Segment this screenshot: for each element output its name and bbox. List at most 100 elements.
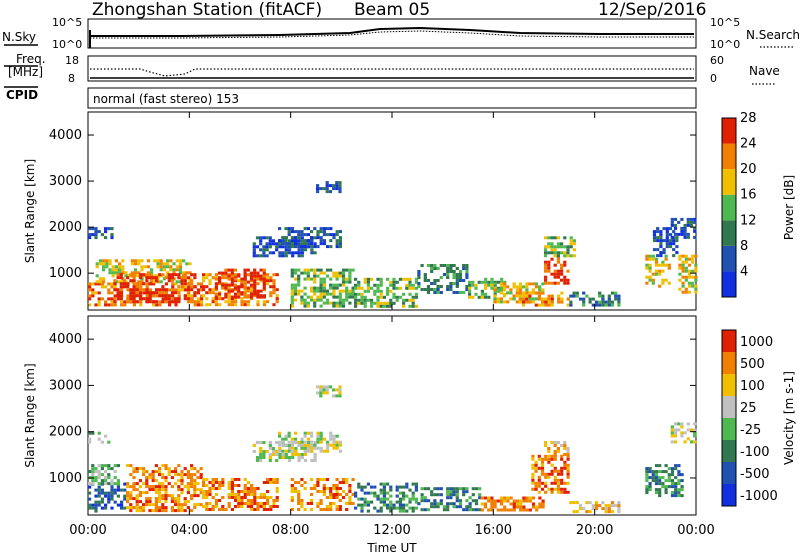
heatmap-cell <box>677 422 681 426</box>
heatmap-cell <box>118 265 122 269</box>
heatmap-cell <box>202 478 206 481</box>
heatmap-cell <box>522 496 526 500</box>
heatmap-cell <box>200 300 204 304</box>
heatmap-cell <box>200 285 204 289</box>
heatmap-cell <box>408 277 412 281</box>
heatmap-cell <box>91 288 95 292</box>
heatmap-cell <box>519 499 523 503</box>
heatmap-cell <box>227 285 231 289</box>
heatmap-cell <box>271 251 276 255</box>
heatmap-cell <box>582 297 586 301</box>
heatmap-cell <box>515 285 519 289</box>
heatmap-cell <box>126 300 130 304</box>
heatmap-cell <box>104 285 108 289</box>
heatmap-cell <box>338 271 342 275</box>
heatmap-cell <box>256 303 260 307</box>
heatmap-cell <box>278 443 282 447</box>
heatmap-cell <box>338 283 342 287</box>
heatmap-cell <box>243 288 247 292</box>
heatmap-cell <box>648 470 652 474</box>
heatmap-cell <box>126 294 130 298</box>
heatmap-cell <box>297 254 301 258</box>
x-tick-label: 12:00 <box>373 523 410 538</box>
heatmap-cell <box>275 459 279 462</box>
heatmap-cell <box>332 304 336 308</box>
heatmap-cell <box>515 291 519 295</box>
heatmap-cell <box>190 288 194 292</box>
heatmap-cell <box>402 277 406 281</box>
heatmap-cell <box>237 496 241 499</box>
heatmap-cell <box>293 289 298 293</box>
y-tick-label: 4000 <box>49 128 82 143</box>
heatmap-cell <box>123 506 127 510</box>
heatmap-cell <box>683 229 687 233</box>
heatmap-cell <box>345 502 349 505</box>
heatmap-cell <box>138 300 143 304</box>
heatmap-cell <box>169 268 173 272</box>
heatmap-cell <box>278 447 282 450</box>
heatmap-cell <box>230 496 234 499</box>
heatmap-cell <box>278 431 282 435</box>
heatmap-cell <box>332 283 336 287</box>
heatmap-cell <box>221 478 225 481</box>
heatmap-cell <box>531 496 536 500</box>
heatmap-cell <box>174 473 178 477</box>
heatmap-cell <box>161 506 165 510</box>
heatmap-cell <box>266 490 270 493</box>
heatmap-cell <box>402 503 406 507</box>
heatmap-cell <box>161 488 165 492</box>
heatmap-cell <box>319 239 323 243</box>
heatmap-cell <box>553 248 557 252</box>
heatmap-cell <box>164 291 168 295</box>
heatmap-cell <box>614 291 618 295</box>
heatmap-cell <box>610 291 615 295</box>
heatmap-cell <box>541 297 545 301</box>
heatmap-cell <box>196 503 200 507</box>
heatmap-cell <box>310 444 314 447</box>
heatmap-cell <box>360 298 364 302</box>
heatmap-cell <box>281 440 285 444</box>
heatmap-cell <box>266 508 270 511</box>
heatmap-cell <box>164 491 168 495</box>
heatmap-cell <box>100 467 104 471</box>
heatmap-cell <box>332 493 336 496</box>
heatmap-cell <box>297 245 301 249</box>
heatmap-cell <box>389 280 393 284</box>
heatmap-cell <box>135 503 139 507</box>
heatmap-cell <box>126 494 130 498</box>
heatmap-cell <box>398 503 402 507</box>
heatmap-cell <box>167 482 171 486</box>
heatmap-cell <box>297 496 301 499</box>
heatmap-cell <box>556 260 560 264</box>
heatmap-cell <box>493 288 497 292</box>
heatmap-cell <box>259 496 263 499</box>
heatmap-cell <box>686 428 690 432</box>
heatmap-cell <box>553 251 557 255</box>
heatmap-cell <box>177 297 181 301</box>
heatmap-cell <box>205 291 209 295</box>
heatmap-cell <box>187 285 191 289</box>
heatmap-cell <box>651 272 655 276</box>
heatmap-cell <box>246 289 250 293</box>
heatmap-cell <box>243 277 247 281</box>
heatmap-cell <box>180 509 184 513</box>
heatmap-cell <box>659 236 663 240</box>
heatmap-cell <box>183 485 187 489</box>
heatmap-cell <box>88 497 92 501</box>
heatmap-cell <box>550 441 554 444</box>
heatmap-cell <box>105 259 109 263</box>
heatmap-cell <box>483 502 488 506</box>
heatmap-cell <box>104 482 108 486</box>
heatmap-cell <box>670 425 674 429</box>
heatmap-cell <box>214 288 218 292</box>
heatmap-cell <box>395 488 399 492</box>
heatmap-cell <box>123 497 127 501</box>
heatmap-cell <box>379 509 383 513</box>
heatmap-cell <box>94 476 98 480</box>
heatmap-cell <box>94 291 98 295</box>
heatmap-cell <box>414 295 418 299</box>
heatmap-cell <box>694 284 698 288</box>
heatmap-cell <box>506 285 510 289</box>
heatmap-cell <box>322 449 326 453</box>
heatmap-cell <box>97 503 101 507</box>
